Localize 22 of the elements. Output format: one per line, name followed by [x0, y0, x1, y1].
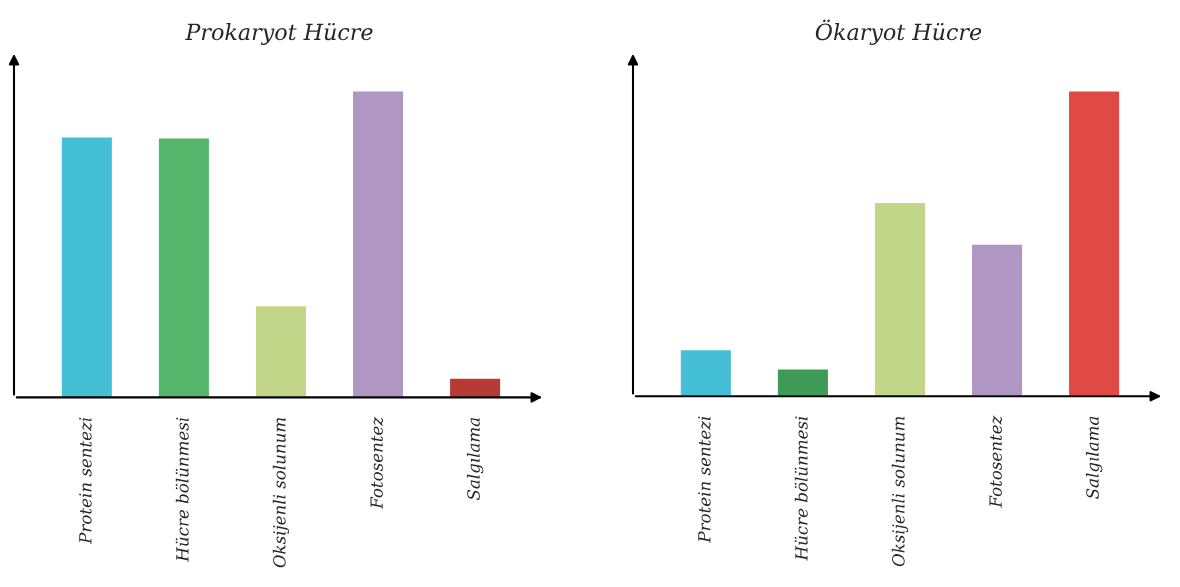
- x-tick-label: Salgılama: [466, 417, 484, 501]
- x-tick-label: Hücre bölünmesi: [794, 416, 808, 561]
- x-tick-label: Oksijenli solunum: [272, 418, 290, 568]
- x-tick-label: Fotosentez: [989, 415, 1003, 508]
- bar: [448, 377, 502, 398]
- x-tick-label: Oksijenli solunum: [891, 416, 909, 567]
- chart-title: Prokaryot Hücre: [185, 22, 373, 45]
- bar: [351, 90, 405, 398]
- x-tick-label: Salgılama: [1085, 416, 1103, 499]
- bar: [157, 137, 211, 398]
- x-tick-label: Protein sentezi: [79, 417, 92, 545]
- bar: [254, 304, 308, 398]
- x-tick-label: Hücre bölünmesi: [175, 417, 189, 562]
- x-tick-label: Protein sentezi: [698, 416, 711, 543]
- x-tick-label: Fotosentez: [370, 416, 384, 509]
- bar: [873, 201, 927, 397]
- chart-title: Ökaryot Hücre: [815, 19, 982, 45]
- bar: [60, 136, 114, 398]
- bar: [1067, 90, 1121, 397]
- bar: [679, 348, 733, 397]
- bar: [970, 243, 1024, 397]
- bar: [776, 368, 830, 397]
